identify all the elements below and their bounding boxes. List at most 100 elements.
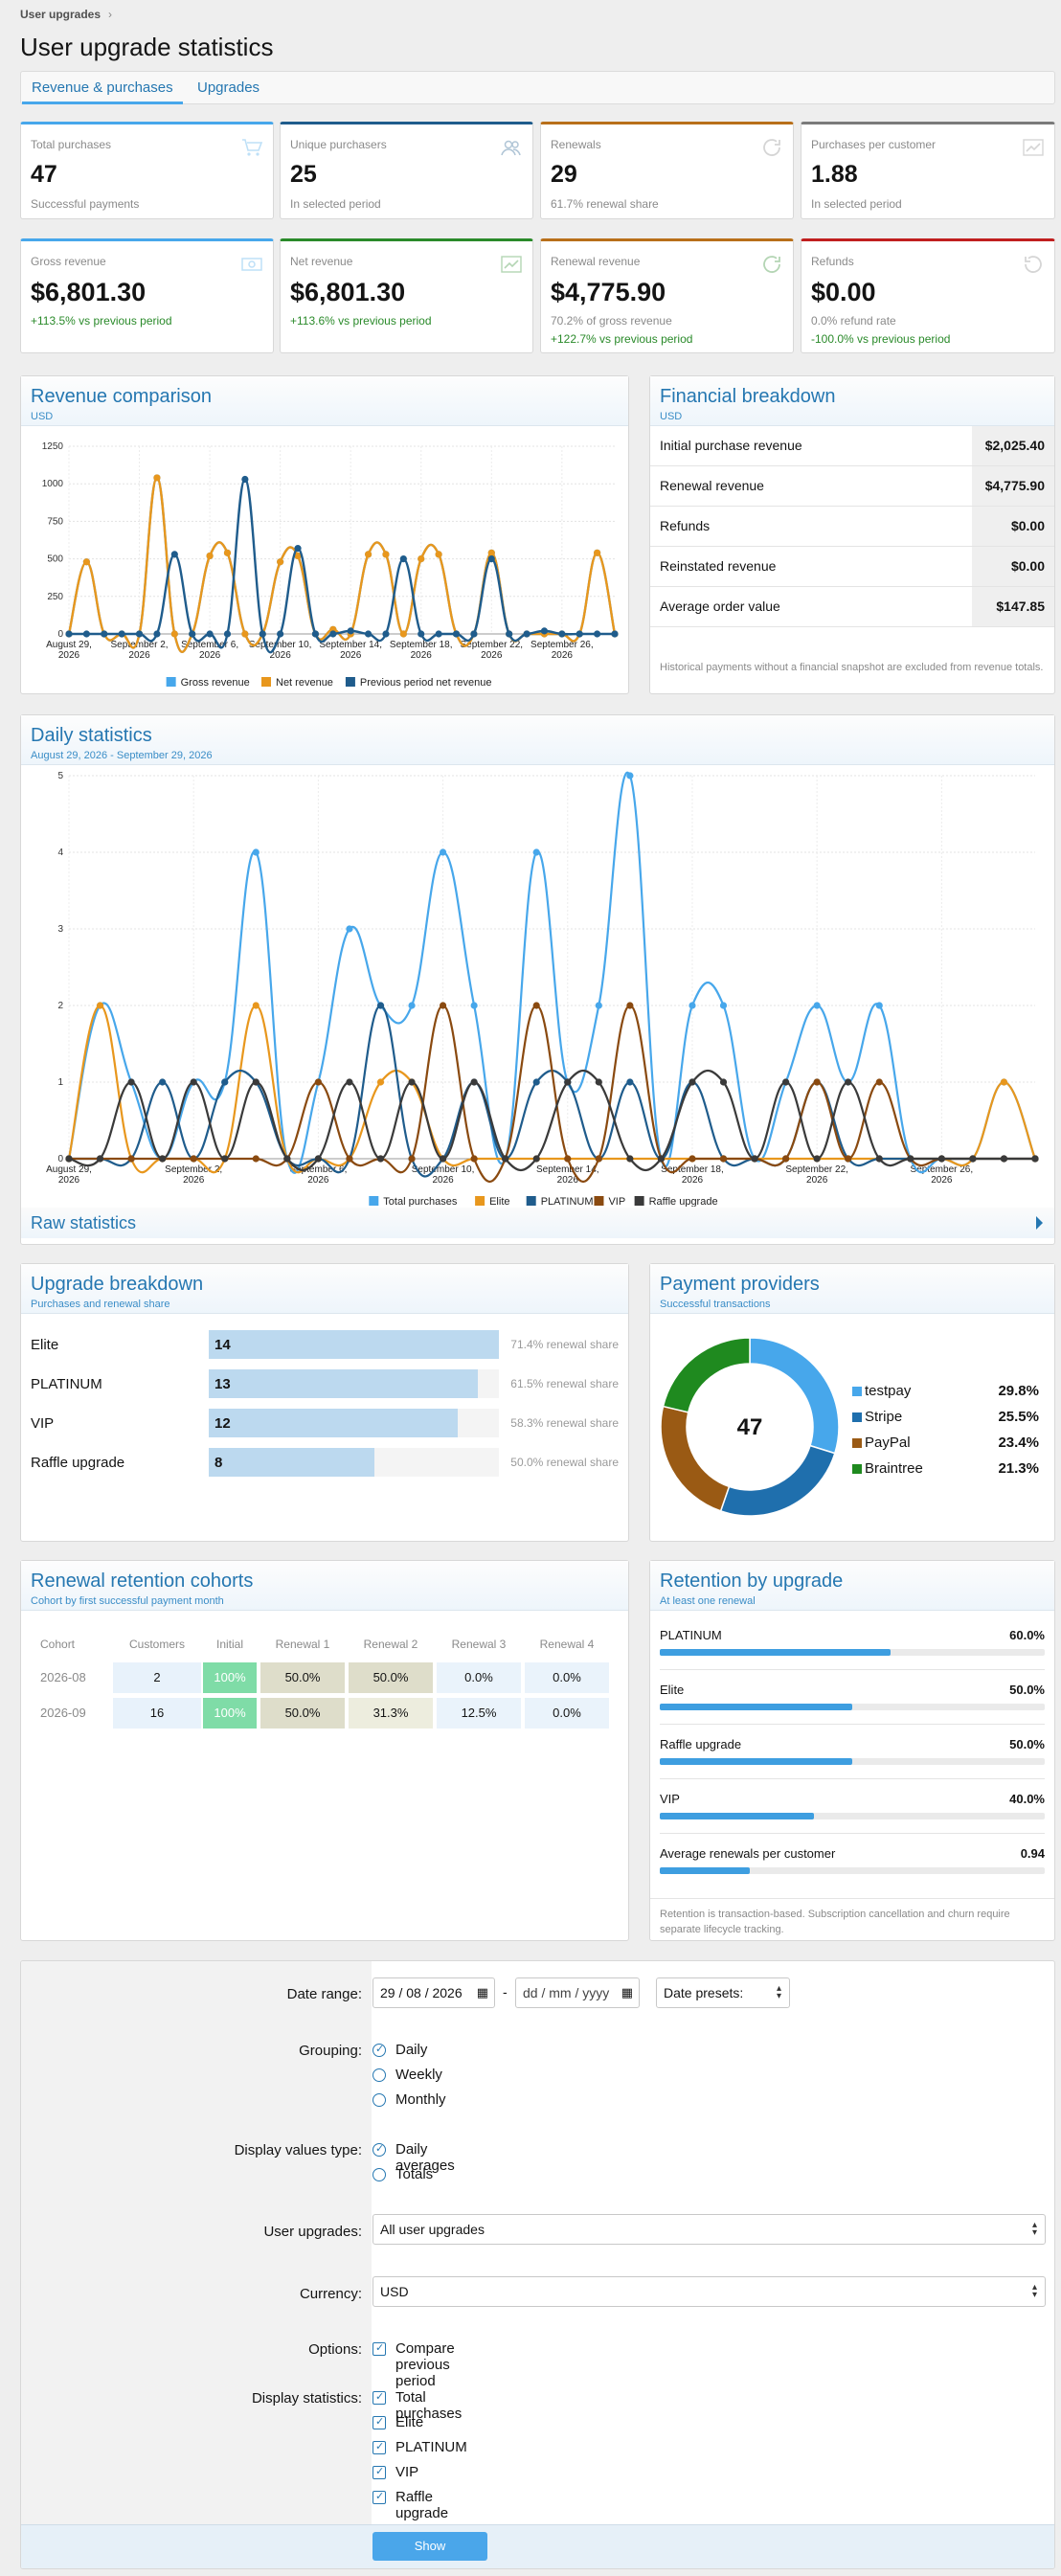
raw-statistics-toggle[interactable]: Raw statistics [21,1208,1054,1238]
stat-label: Renewal revenue [551,255,641,268]
retention-name: VIP [660,1792,680,1806]
data-point [532,1078,540,1086]
date-from-value: 29 / 08 / 2026 [380,1985,463,2000]
retention-row: Elite 50.0% [660,1677,1045,1725]
currency-label: Currency: [299,2286,362,2302]
cohort-header: Renewal 1 [275,1638,330,1651]
x-tick-label-line: 2026 [411,650,433,661]
user-upgrades-select[interactable]: All user upgrades ▴ ▾ [372,2214,1046,2245]
data-point [241,475,249,484]
breadcrumb-link[interactable]: User upgrades [20,8,102,21]
display-statistics-label: Display statistics: [251,2390,362,2407]
legend-swatch [852,1464,862,1474]
x-tick-label: September 10, 2026 [412,1164,475,1186]
financial-row: Average order value $147.85 [650,587,1054,627]
tab-revenue-purchases[interactable]: Revenue & purchases [22,72,183,104]
data-point [487,555,495,563]
checkbox-label: Elite [395,2414,424,2430]
donut-slice-paypal [660,1405,731,1512]
data-point [470,1078,478,1086]
data-point [283,1155,291,1163]
cohort-cell: 2026-09 [31,1698,107,1729]
data-point [595,1155,602,1163]
y-tick-label: 4 [57,847,63,858]
data-point [470,1002,478,1009]
stat-subtext: 0.0% refund rate [811,314,896,328]
panel-subtitle: At least one renewal [660,1595,756,1607]
data-point [101,630,108,638]
data-point [118,630,125,638]
show-button[interactable]: Show [372,2532,487,2561]
cohort-cell: 0.0% [525,1698,609,1729]
stat-label: Unique purchasers [290,138,387,151]
data-point [719,1078,728,1086]
cohort-cell: 50.0% [260,1698,345,1729]
data-point [252,1078,260,1086]
retention-name: Raffle upgrade [660,1737,742,1751]
x-tick-label-line: August 29, [46,640,92,650]
data-point [937,1155,945,1163]
panel-title: Revenue comparison [31,386,212,407]
stat-label: Refunds [811,255,854,268]
legend-swatch [594,1196,604,1206]
data-point [346,1078,353,1086]
trend-icon [501,256,522,273]
panel-subtitle: August 29, 2026 - September 29, 2026 [31,750,213,761]
y-tick-label: 250 [47,592,63,602]
data-point [170,551,178,558]
upgrade-bar-fill [209,1409,458,1437]
display-values-label: Display values type: [234,2142,362,2158]
provider-name: testpay [865,1383,912,1399]
x-tick-label-line: September 18, [661,1164,724,1175]
data-point [314,1155,322,1163]
x-tick-label-line: August 29, [46,1164,92,1175]
legend-label: Raffle upgrade [649,1196,718,1207]
x-tick-label: September 18, 2026 [661,1164,724,1186]
data-point [376,1155,385,1163]
date-presets-select[interactable]: Date presets: ▴ ▾ [656,1977,790,2008]
financial-row-value: $2,025.40 [972,426,1054,465]
x-tick-label-line: September 10, [249,640,312,650]
data-point [376,1078,385,1086]
data-point [689,1078,696,1086]
upgrade-bar-fill [209,1369,479,1398]
stat-value: 47 [31,161,57,188]
date-to-input[interactable]: dd / mm / yyyy ▦ [515,1977,640,2008]
financial-row: Reinstated revenue $0.00 [650,547,1054,587]
select-arrows-icon: ▴ ▾ [1031,2220,1037,2238]
data-point [657,1155,666,1163]
currency-select[interactable]: USD ▴ ▾ [372,2276,1046,2307]
chart-grid [68,445,615,635]
checkbox-checked-icon [372,2440,386,2454]
data-point [221,1078,229,1086]
data-point [127,1078,135,1086]
data-point [311,630,320,638]
data-point [418,555,425,563]
data-point [532,1002,540,1009]
financial-note: Historical payments without a financial … [660,662,1044,673]
stat-card-net-revenue: Net revenue $6,801.30 +113.6% vs previou… [280,238,533,353]
legend-label: Net revenue [276,677,333,689]
retention-bar-track [660,1649,1045,1656]
data-point [719,1002,728,1009]
data-point [813,1155,821,1163]
date-from-input[interactable]: 29 / 08 / 2026 ▦ [372,1977,495,2008]
cohort-cell: 50.0% [260,1662,345,1693]
series-line-platinum [69,1004,1035,1178]
data-point [206,630,214,638]
x-tick-label: August 29, 2026 [46,1164,92,1186]
stat-label: Purchases per customer [811,138,937,151]
data-point [523,630,530,638]
data-point [252,848,260,856]
radio-label: Daily [395,2042,428,2058]
stat-label: Net revenue [290,255,353,268]
undo-icon [1025,256,1042,273]
data-point [346,1155,353,1163]
panel-title: Upgrade breakdown [31,1274,204,1295]
x-tick-label-line: 2026 [481,650,503,661]
provider-name: PayPal [865,1435,911,1451]
select-arrows-icon: ▴ ▾ [776,1983,781,2001]
tab-upgrades[interactable]: Upgrades [197,79,260,96]
checkbox-checked-icon [372,2490,386,2504]
legend-swatch [852,1387,862,1396]
